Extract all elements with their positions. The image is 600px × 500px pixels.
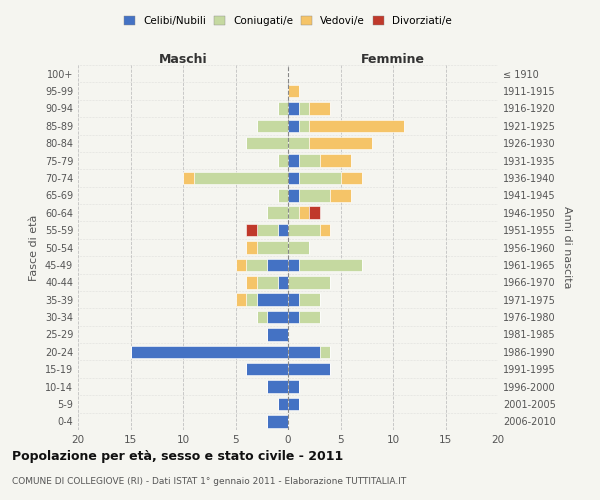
Text: Popolazione per età, sesso e stato civile - 2011: Popolazione per età, sesso e stato civil…: [12, 450, 343, 463]
Bar: [277, 398, 288, 410]
Bar: [257, 241, 288, 254]
Bar: [277, 224, 288, 236]
Bar: [299, 294, 320, 306]
Text: COMUNE DI COLLEGIOVE (RI) - Dati ISTAT 1° gennaio 2011 - Elaborazione TUTTITALIA: COMUNE DI COLLEGIOVE (RI) - Dati ISTAT 1…: [12, 478, 406, 486]
Bar: [288, 189, 299, 202]
Bar: [320, 346, 330, 358]
Bar: [299, 311, 320, 324]
Bar: [257, 311, 267, 324]
Text: Maschi: Maschi: [158, 53, 208, 66]
Bar: [330, 189, 351, 202]
Bar: [320, 224, 330, 236]
Bar: [299, 120, 309, 132]
Bar: [288, 206, 299, 219]
Bar: [257, 276, 277, 288]
Bar: [299, 154, 320, 167]
Bar: [309, 102, 330, 115]
Bar: [267, 328, 288, 340]
Bar: [277, 154, 288, 167]
Bar: [288, 380, 299, 393]
Bar: [267, 206, 288, 219]
Bar: [246, 276, 257, 288]
Bar: [288, 346, 320, 358]
Bar: [288, 224, 320, 236]
Bar: [267, 311, 288, 324]
Bar: [288, 311, 299, 324]
Bar: [288, 398, 299, 410]
Bar: [183, 172, 193, 184]
Bar: [235, 294, 246, 306]
Bar: [257, 224, 277, 236]
Bar: [277, 102, 288, 115]
Bar: [288, 294, 299, 306]
Bar: [288, 154, 299, 167]
Bar: [131, 346, 288, 358]
Text: Femmine: Femmine: [361, 53, 425, 66]
Bar: [288, 258, 299, 271]
Bar: [299, 172, 341, 184]
Bar: [288, 363, 330, 376]
Bar: [288, 85, 299, 98]
Bar: [277, 189, 288, 202]
Bar: [257, 294, 288, 306]
Bar: [246, 294, 257, 306]
Bar: [277, 276, 288, 288]
Bar: [267, 380, 288, 393]
Bar: [193, 172, 288, 184]
Bar: [309, 137, 372, 149]
Bar: [246, 363, 288, 376]
Bar: [299, 189, 330, 202]
Bar: [288, 172, 299, 184]
Bar: [299, 206, 309, 219]
Bar: [246, 224, 257, 236]
Bar: [288, 102, 299, 115]
Bar: [288, 120, 299, 132]
Bar: [309, 120, 404, 132]
Bar: [257, 120, 288, 132]
Bar: [299, 102, 309, 115]
Bar: [341, 172, 361, 184]
Legend: Celibi/Nubili, Coniugati/e, Vedovi/e, Divorziati/e: Celibi/Nubili, Coniugati/e, Vedovi/e, Di…: [120, 12, 456, 30]
Bar: [309, 206, 320, 219]
Y-axis label: Fasce di età: Fasce di età: [29, 214, 39, 280]
Bar: [288, 241, 309, 254]
Bar: [320, 154, 351, 167]
Bar: [267, 415, 288, 428]
Bar: [246, 258, 267, 271]
Bar: [267, 258, 288, 271]
Bar: [246, 137, 288, 149]
Bar: [288, 137, 309, 149]
Bar: [299, 258, 361, 271]
Bar: [246, 241, 257, 254]
Bar: [288, 276, 330, 288]
Bar: [235, 258, 246, 271]
Y-axis label: Anni di nascita: Anni di nascita: [562, 206, 572, 289]
